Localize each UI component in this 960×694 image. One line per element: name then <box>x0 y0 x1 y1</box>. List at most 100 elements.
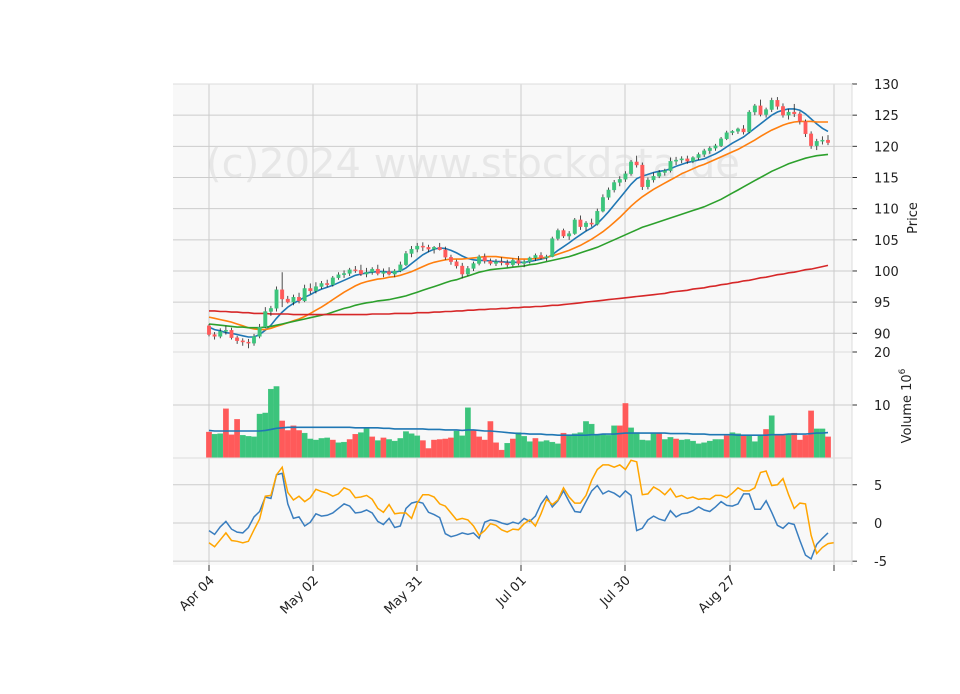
volume-bar <box>549 441 556 459</box>
candle-body <box>370 268 375 273</box>
candle-body <box>640 164 645 187</box>
volume-bar <box>723 435 730 459</box>
candle-body <box>404 253 408 265</box>
candle-body <box>736 128 740 132</box>
candle-body <box>527 257 532 262</box>
candle-body <box>274 289 279 309</box>
volume-bar <box>797 439 803 459</box>
candle-body <box>347 269 352 274</box>
volume-bar <box>521 436 527 459</box>
candle-body <box>280 289 285 300</box>
candle-body <box>612 182 617 191</box>
candle-body <box>769 100 774 110</box>
volume-bar <box>645 440 651 459</box>
volume-bar <box>239 435 246 459</box>
volume-bar <box>763 429 769 459</box>
volume-bar <box>268 388 274 459</box>
volume-bar <box>622 403 629 459</box>
vol-ytick-label: 10 <box>874 399 891 414</box>
candle-body <box>589 222 594 225</box>
x-tick-label: Jul 01 <box>493 573 530 610</box>
candle-body <box>246 341 251 344</box>
ind-ytick-label: -5 <box>874 555 887 570</box>
volume-bar <box>695 443 702 459</box>
candle-body <box>499 261 504 264</box>
volume-bar <box>329 439 336 459</box>
x-tick-label: Jul 30 <box>597 573 634 610</box>
ind-ytick-label: 0 <box>874 517 882 532</box>
volume-bar <box>296 430 302 459</box>
candle-body <box>297 297 301 302</box>
volume-bar <box>352 433 359 459</box>
volume-bar <box>290 425 297 459</box>
x-tick-label: Apr 04 <box>177 573 218 614</box>
volume-bar <box>279 420 286 459</box>
candle-body <box>223 330 228 332</box>
candle-body <box>409 249 414 254</box>
volume-bar <box>374 440 381 459</box>
volume-bar <box>397 438 404 459</box>
volume-bar <box>465 407 471 459</box>
price-ma-line-3 <box>209 264 829 316</box>
volume-bar <box>211 433 218 459</box>
volume-bar <box>774 433 781 459</box>
candle-body <box>302 288 307 302</box>
candle-body <box>679 158 684 161</box>
candle-body <box>291 297 296 303</box>
candle-body <box>212 334 217 337</box>
volume-bar <box>481 439 488 459</box>
candle-body <box>263 311 268 328</box>
volume-bar <box>487 421 494 459</box>
volume-bar <box>825 436 831 459</box>
volume-bar <box>768 415 775 459</box>
volume-bar <box>560 432 567 459</box>
candle-body <box>437 247 442 250</box>
volume-bar <box>780 435 786 459</box>
volume-bar <box>223 408 229 459</box>
volume-bar <box>532 438 539 459</box>
price-ytick-label: 95 <box>874 296 891 311</box>
candle-body <box>634 161 639 166</box>
candle-body <box>471 263 476 269</box>
candle-body <box>645 179 650 187</box>
candle-body <box>477 256 482 264</box>
candle-body <box>398 264 403 272</box>
candle-body <box>539 255 543 259</box>
candle-body <box>820 139 825 142</box>
volume-bar <box>735 433 741 459</box>
indicator-line <box>208 472 829 561</box>
volume-bar <box>436 439 443 459</box>
candle-body <box>561 230 566 237</box>
volume-bar <box>656 432 663 459</box>
volume-bar <box>419 440 426 459</box>
candle-body <box>364 272 369 275</box>
price-ytick-label: 105 <box>874 234 899 249</box>
candle-body <box>465 268 470 275</box>
candle-body <box>758 105 763 115</box>
volume-bar <box>251 436 257 459</box>
candle-body <box>533 255 538 259</box>
volume-bar <box>453 430 460 459</box>
candle-body <box>651 176 656 181</box>
candle-body <box>730 131 735 133</box>
candle-body <box>595 210 600 225</box>
volume-bar <box>504 443 511 459</box>
candle-body <box>702 150 707 155</box>
candle-body <box>516 260 521 264</box>
candle-body <box>781 106 785 116</box>
volume-bar <box>746 434 753 459</box>
volume-bar <box>785 434 792 459</box>
volume-bar <box>802 435 809 459</box>
volume-bar <box>403 431 409 459</box>
candle-body <box>606 189 611 198</box>
volume-bar <box>605 435 612 459</box>
volume-bar <box>414 435 421 459</box>
candle-body <box>724 132 729 139</box>
volume-axis-label-main: Volume <box>900 391 915 443</box>
candle-body <box>207 325 211 335</box>
volume-bar <box>335 442 342 459</box>
volume-bar <box>284 430 291 459</box>
candle-body <box>555 230 560 239</box>
